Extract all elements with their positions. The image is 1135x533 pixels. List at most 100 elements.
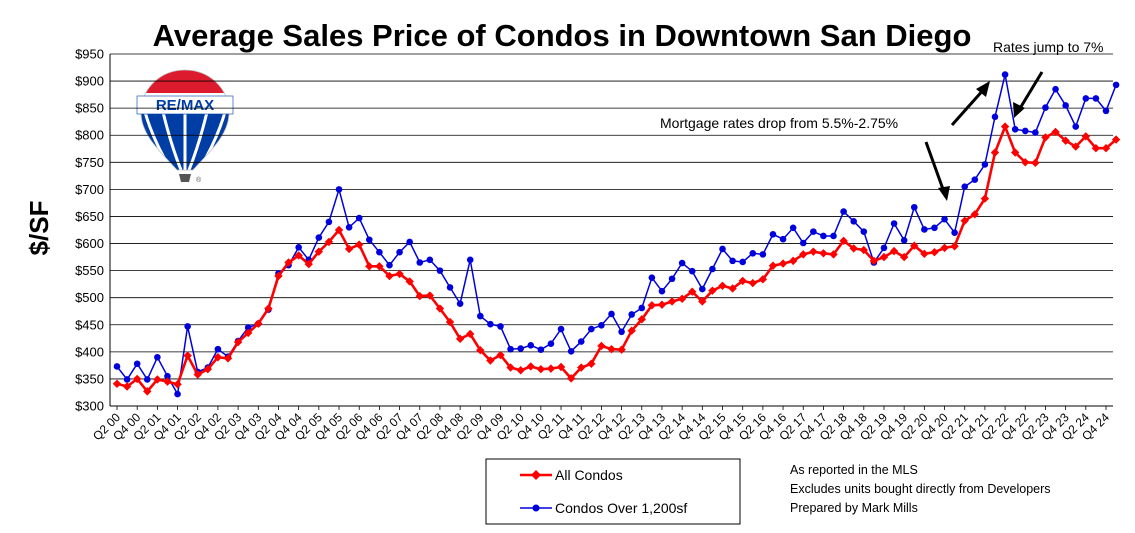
data-point <box>334 225 344 235</box>
data-point <box>638 304 646 312</box>
data-point <box>174 390 181 398</box>
data-point <box>233 337 243 347</box>
data-point <box>748 278 757 288</box>
data-point <box>325 218 333 226</box>
y-axis-label: $/SF <box>24 201 54 256</box>
data-point <box>284 258 293 267</box>
data-point <box>769 231 777 238</box>
data-point <box>183 351 192 360</box>
data-point <box>970 210 980 219</box>
data-point <box>1041 133 1050 142</box>
data-point <box>537 346 545 353</box>
data-point <box>1081 132 1091 141</box>
data-point <box>164 372 171 380</box>
annotation-rates-drop: Mortgage rates drop from 5.5%-2.75% <box>660 115 898 131</box>
data-point <box>668 275 676 283</box>
legend-box <box>485 458 741 525</box>
data-point <box>940 243 949 253</box>
data-point <box>466 329 475 339</box>
data-point <box>799 239 807 247</box>
data-point <box>1082 95 1090 102</box>
data-point <box>436 267 444 274</box>
y-tick-label: $950 <box>75 47 104 62</box>
series-layer <box>112 71 1121 398</box>
y-tick-label: $700 <box>75 182 104 197</box>
note-excludes: Excludes units bought directly from Deve… <box>790 482 1051 496</box>
data-point <box>658 287 666 295</box>
data-point <box>1001 71 1009 78</box>
data-point <box>768 261 778 270</box>
data-point <box>778 259 788 268</box>
source-notes: As reported in the MLS Excludes units bo… <box>790 463 1051 515</box>
data-point <box>980 194 990 203</box>
data-point <box>850 218 858 225</box>
data-point <box>213 353 223 362</box>
data-point <box>477 312 484 320</box>
data-point <box>1092 95 1100 102</box>
data-point <box>709 265 716 273</box>
data-point <box>143 376 151 383</box>
data-point <box>688 267 696 275</box>
data-point <box>981 161 989 168</box>
annotation-rates-jump: Rates jump to 7% <box>993 39 1104 55</box>
y-tick-label: $800 <box>75 128 104 143</box>
data-point <box>344 244 354 254</box>
data-point <box>324 237 334 247</box>
y-tick-label: $750 <box>75 155 104 170</box>
data-point <box>304 259 313 269</box>
data-point <box>1062 102 1069 109</box>
data-point <box>678 259 686 267</box>
y-tick-label: $450 <box>75 317 104 332</box>
data-point <box>487 320 494 328</box>
data-point <box>1111 135 1121 144</box>
data-point <box>789 224 797 232</box>
data-point <box>567 348 575 355</box>
data-point <box>425 291 435 300</box>
data-point <box>647 301 657 310</box>
data-point <box>617 345 626 354</box>
data-point <box>223 354 233 363</box>
y-tick-label: $850 <box>75 101 104 116</box>
data-point <box>376 248 383 256</box>
data-point <box>889 246 899 256</box>
data-point <box>214 345 222 353</box>
y-tick-label: $550 <box>75 263 104 278</box>
data-point <box>517 345 524 352</box>
data-point <box>577 338 585 345</box>
remax-balloon-logo: RE/MAX ® <box>136 69 234 184</box>
data-point <box>496 350 505 360</box>
data-point <box>294 251 303 260</box>
data-point <box>1072 123 1080 130</box>
data-point <box>1101 144 1111 153</box>
data-point <box>203 364 213 374</box>
data-point <box>335 186 343 193</box>
legend-circle-marker <box>532 504 540 512</box>
data-point <box>133 360 141 368</box>
series-line <box>116 74 1117 397</box>
data-point <box>749 249 757 257</box>
data-point <box>405 277 414 286</box>
data-point <box>840 208 847 215</box>
legend-label-all-condos: All Condos <box>555 467 623 483</box>
data-point <box>951 229 958 237</box>
y-tick-label: $400 <box>75 344 104 359</box>
data-point <box>1042 104 1049 111</box>
y-axis-ticks: $300 $350 $400 $450 $500 $550 $600 $650 $700 $750… <box>75 47 104 414</box>
annotations: Rates jump to 7% Mortgage rates drop fro… <box>660 39 1104 201</box>
data-point <box>698 297 707 306</box>
data-point <box>435 304 445 313</box>
data-point <box>566 374 576 383</box>
data-point <box>416 259 424 266</box>
data-point <box>820 232 827 240</box>
arrow-rates-jump-right <box>1017 71 1044 111</box>
data-point <box>1021 127 1029 135</box>
data-point <box>618 328 625 336</box>
data-point <box>809 247 818 256</box>
arrow-head-icon <box>1013 102 1025 118</box>
data-point <box>556 362 566 372</box>
data-point <box>154 353 161 361</box>
legend: All Condos Condos Over 1,200sf <box>485 458 741 525</box>
chart-title: Average Sales Price of Condos in Downtow… <box>153 18 972 53</box>
data-point <box>274 271 283 281</box>
